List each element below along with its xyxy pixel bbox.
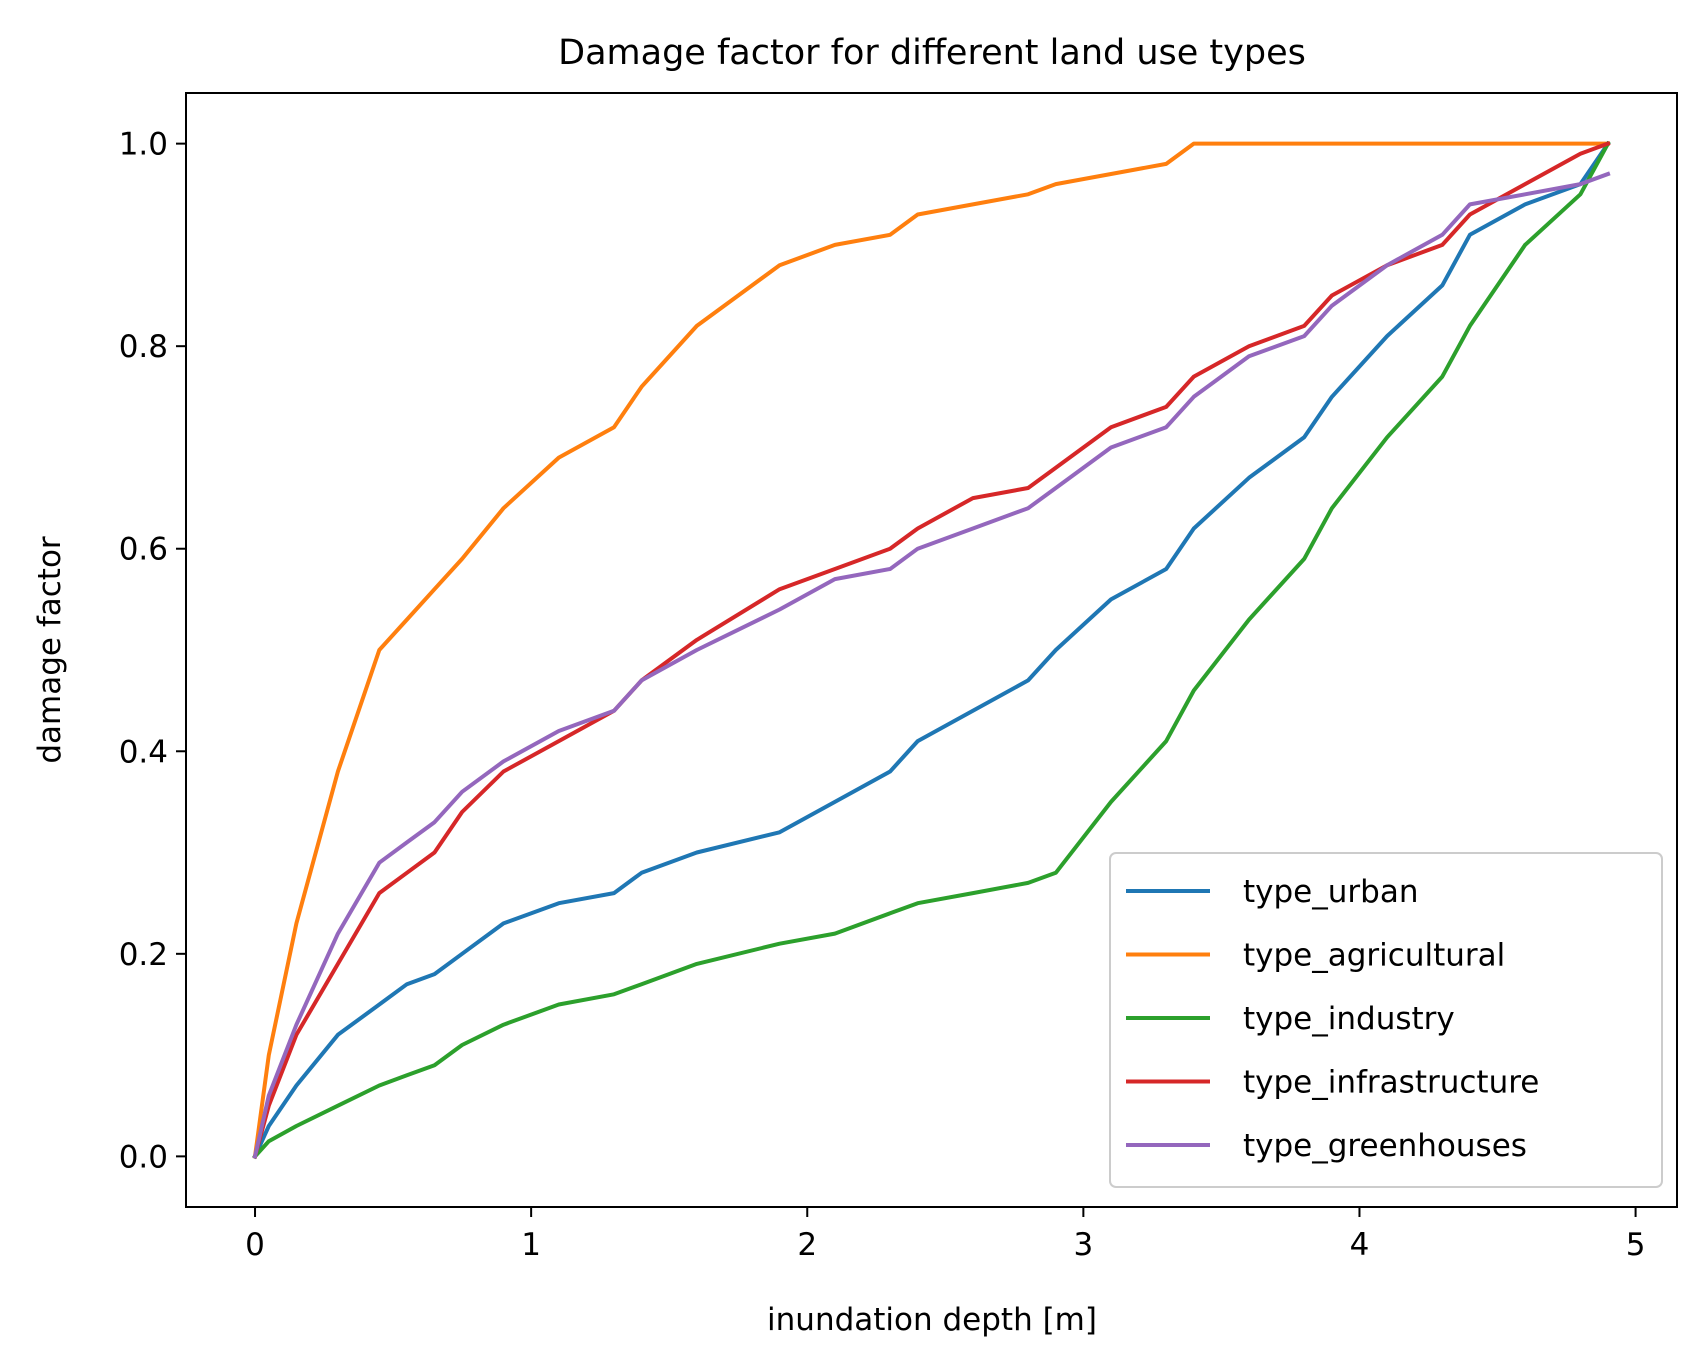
x-axis-label: inundation depth [m] xyxy=(767,1302,1097,1338)
series-line-type_greenhouses xyxy=(252,171,1611,1159)
legend: type_urban type_agricultural type_industry… xyxy=(1109,852,1663,1188)
y-tick-label: 0.0 xyxy=(119,1139,168,1175)
legend-label-type_greenhouses: type_greenhouses xyxy=(1243,1128,1527,1164)
axes-frame xyxy=(185,92,1678,1208)
series-line-type_urban xyxy=(252,140,1611,1160)
plot-area xyxy=(185,92,1678,1208)
series-layer xyxy=(252,140,1611,1160)
x-tick-label: 0 xyxy=(245,1227,265,1263)
legend-label-type_agricultural: type_agricultural xyxy=(1243,938,1505,974)
x-tick-label: 3 xyxy=(1073,1227,1093,1263)
x-axis: 0 1 2 3 4 5 xyxy=(245,1207,1645,1263)
y-tick-label: 0.2 xyxy=(119,937,168,973)
series-line-type_industry xyxy=(252,140,1611,1160)
legend-label-type_infrastructure: type_infrastructure xyxy=(1243,1065,1539,1101)
legend-label-type_industry: type_industry xyxy=(1243,1001,1455,1037)
y-tick-label: 1.0 xyxy=(119,127,168,163)
y-axis: 0.0 0.2 0.4 0.6 0.8 1.0 xyxy=(119,127,186,1175)
chart-title: Damage factor for different land use typ… xyxy=(558,33,1306,73)
x-tick-label: 4 xyxy=(1350,1227,1370,1263)
x-tick-label: 1 xyxy=(521,1227,541,1263)
y-tick-label: 0.8 xyxy=(119,329,168,365)
x-tick-label: 5 xyxy=(1626,1227,1646,1263)
y-tick-label: 0.6 xyxy=(119,532,168,568)
x-tick-label: 2 xyxy=(797,1227,817,1263)
legend-box xyxy=(1109,852,1663,1188)
y-tick-label: 0.4 xyxy=(119,734,168,770)
legend-label-type_urban: type_urban xyxy=(1243,874,1418,910)
series-line-type_agricultural xyxy=(252,141,1610,1159)
y-axis-label: damage factor xyxy=(32,536,68,764)
